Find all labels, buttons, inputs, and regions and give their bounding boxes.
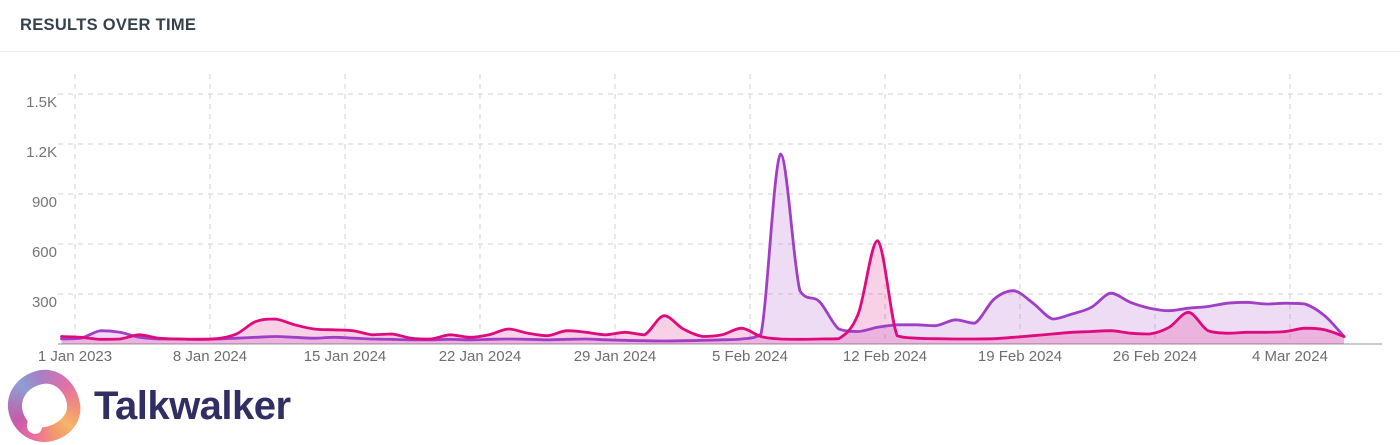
x-tick-label: 15 Jan 2024 [303, 348, 387, 365]
gridlines [58, 74, 1382, 344]
pink-series-line [60, 239, 1346, 341]
y-tick-label: 1.2K [26, 144, 57, 161]
y-tick-label: 900 [31, 194, 57, 211]
talkwalker-logo-icon [3, 365, 85, 445]
brand-wordmark: Talkwalker [94, 383, 291, 428]
purple-series-area [61, 154, 1344, 344]
x-tick-label: 5 Feb 2024 [712, 348, 788, 365]
y-tick-label: 300 [31, 294, 57, 311]
x-tick-label: 8 Jan 2024 [172, 348, 248, 365]
widget-header: RESULTS OVER TIME [0, 0, 1400, 52]
purple-series-line [60, 152, 1346, 343]
x-tick-label: 26 Feb 2024 [1112, 348, 1198, 365]
page-title: RESULTS OVER TIME [20, 16, 197, 34]
y-tick-label: 1.5K [26, 94, 57, 111]
brand-footer: Talkwalker [0, 365, 1400, 445]
area-chart-canvas [58, 74, 1382, 345]
x-tick-label: 1 Jan 2023 [37, 348, 113, 365]
y-tick-label: 600 [31, 244, 57, 261]
x-tick-label: 19 Feb 2024 [977, 348, 1063, 365]
x-tick-label: 29 Jan 2024 [573, 348, 657, 365]
x-tick-label: 4 Mar 2024 [1252, 348, 1328, 365]
x-tick-label: 22 Jan 2024 [438, 348, 522, 365]
results-over-time-chart: 1.5K 1.2K 900 600 300 1 Jan 2023 8 Jan 2… [0, 52, 1400, 367]
x-tick-label: 12 Feb 2024 [842, 348, 928, 365]
